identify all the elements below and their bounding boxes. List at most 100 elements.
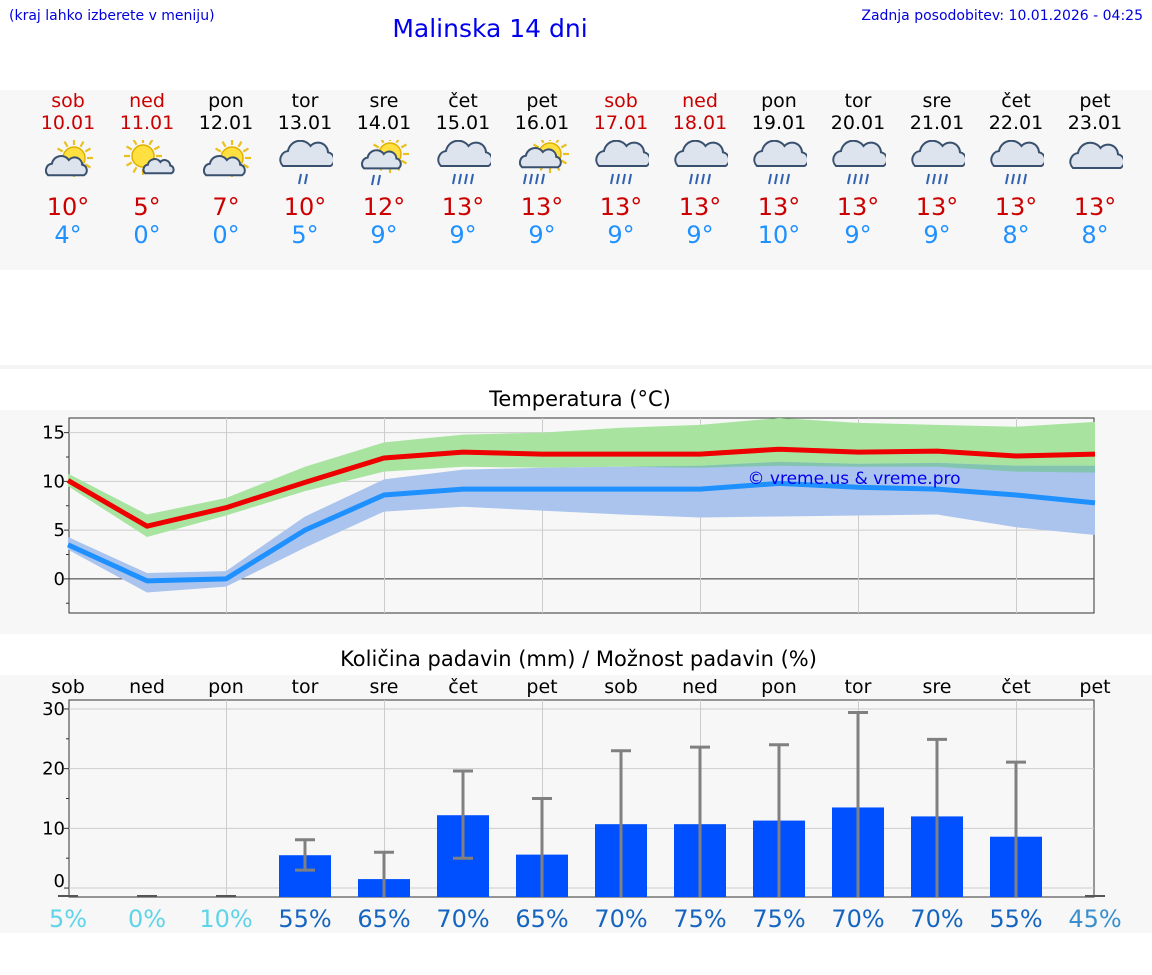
day-name: pon <box>208 90 244 112</box>
max-temperature: 7° <box>212 193 240 221</box>
cloud-icon <box>279 140 333 167</box>
day-column: ned 18.01 13° 9° <box>661 90 739 249</box>
min-temperature: 9° <box>923 221 951 249</box>
day-date: 12.01 <box>198 112 254 134</box>
day-name: sob <box>51 90 85 112</box>
day-name: tor <box>844 90 872 112</box>
max-temperature: 13° <box>520 193 564 221</box>
cloud-icon <box>203 155 246 177</box>
y-tick-label: 10 <box>42 818 65 839</box>
y-tick-label: 0 <box>54 569 65 590</box>
precipitation-probability: 70% <box>831 905 884 933</box>
cloud-icon <box>753 140 807 167</box>
tmin-range-band <box>68 461 1095 593</box>
rain-drops-icon <box>452 173 474 185</box>
max-temperature: 12° <box>362 193 406 221</box>
day-column: pon 19.01 13° 10° <box>740 90 818 249</box>
day-column: pon 12.01 7° 0° <box>187 90 265 249</box>
x-category-label: tor <box>292 676 319 698</box>
cloud-icon <box>911 140 965 167</box>
day-date: 16.01 <box>514 112 570 134</box>
daily-forecast-strip: sob 10.01 10° 4° ned 11.01 5° 0° pon 12.01 7° 0° tor… <box>0 90 1152 270</box>
day-name: čet <box>448 90 478 112</box>
day-column: čet 22.01 13° 8° <box>977 90 1055 249</box>
y-tick-label: 20 <box>42 759 65 780</box>
x-category-label: ned <box>129 676 165 698</box>
page-title: Malinska 14 dni <box>392 14 588 43</box>
sun-cloud-light-rain-icon <box>361 140 409 186</box>
tmax-series-line <box>66 446 1096 529</box>
day-name: čet <box>1001 90 1031 112</box>
rain-drops-icon <box>610 173 632 185</box>
last-updated: Zadnja posodobitev: 10.01.2026 - 04:25 <box>861 8 1143 24</box>
max-temperature: 13° <box>678 193 722 221</box>
min-temperature: 8° <box>1002 221 1030 249</box>
temperature-chart: 15 10 5 0 © vreme.us & vreme.pro <box>42 417 1096 614</box>
precipitation-probability: 45% <box>1068 905 1121 933</box>
day-name: tor <box>291 90 319 112</box>
precipitation-probability: 5% <box>49 905 87 933</box>
day-column: pet 16.01 13° 9° <box>503 90 581 249</box>
y-tick-label: 10 <box>42 471 65 492</box>
precipitation-probability: 70% <box>910 905 963 933</box>
day-column: pet 23.01 13° 8° <box>1056 90 1134 249</box>
min-temperature: 9° <box>607 221 635 249</box>
cloud-rain-icon <box>753 140 807 185</box>
day-date: 23.01 <box>1067 112 1123 134</box>
day-column: čet 15.01 13° 9° <box>424 90 502 249</box>
rain-drops-icon <box>1005 173 1027 185</box>
day-name: pon <box>761 90 797 112</box>
day-name: ned <box>129 90 165 112</box>
tmax-range-band <box>68 418 1095 537</box>
rain-drops-icon <box>371 174 381 186</box>
precipitation-probability: 55% <box>989 905 1042 933</box>
precipitation-probability: 70% <box>436 905 489 933</box>
y-tick-label: 30 <box>42 699 65 720</box>
y-tick-label: 5 <box>54 520 65 541</box>
max-temperature: 5° <box>133 193 161 221</box>
precipitation-chart-title: Količina padavin (mm) / Možnost padavin … <box>340 647 817 671</box>
watermark: © vreme.us & vreme.pro <box>747 469 960 489</box>
day-name: sob <box>604 90 638 112</box>
max-temperature: 13° <box>1073 193 1117 221</box>
cloud-icon <box>361 149 402 170</box>
cloud-rain-icon <box>437 140 491 185</box>
min-temperature: 10° <box>757 221 801 249</box>
y-tick-label: 0 <box>54 871 65 892</box>
min-temperature: 9° <box>370 221 398 249</box>
precipitation-chart: sob ned pon tor sre čet pet sob ned pon tor sre čet p… <box>42 676 1122 933</box>
divider <box>0 365 1152 369</box>
cloud-icon <box>990 140 1044 167</box>
day-column: ned 11.01 5° 0° <box>108 90 186 249</box>
max-temperature: 13° <box>836 193 880 221</box>
x-category-label: sob <box>604 676 638 698</box>
cloud-icon <box>832 140 886 167</box>
day-column: sob 17.01 13° 9° <box>582 90 660 249</box>
precipitation-probability: 55% <box>278 905 331 933</box>
cloud-rain-icon <box>674 140 728 185</box>
day-date: 18.01 <box>672 112 728 134</box>
min-temperature: 0° <box>212 221 240 249</box>
partly-cloudy-sun-icon <box>203 140 251 177</box>
min-temperature: 8° <box>1081 221 1109 249</box>
cloud-light-rain-icon <box>279 140 333 185</box>
day-date: 22.01 <box>988 112 1044 134</box>
location-hint[interactable]: (kraj lahko izberete v meniju) <box>9 8 215 24</box>
x-category-label: pet <box>526 676 557 698</box>
precipitation-probability: 65% <box>357 905 410 933</box>
rain-drops-icon <box>523 173 545 185</box>
precipitation-probability: 65% <box>515 905 568 933</box>
cloud-icon <box>595 140 649 167</box>
day-column: sob 10.01 10° 4° <box>29 90 107 249</box>
day-name: sre <box>922 90 952 112</box>
cloud-icon <box>437 140 491 167</box>
max-temperature: 13° <box>915 193 959 221</box>
min-temperature: 0° <box>133 221 161 249</box>
min-temperature: 9° <box>528 221 556 249</box>
day-name: ned <box>682 90 718 112</box>
day-name: pet <box>526 90 558 112</box>
sun-cloud-rain-icon <box>519 140 569 185</box>
temperature-chart-title: Temperatura (°C) <box>489 387 671 411</box>
day-date: 14.01 <box>356 112 412 134</box>
day-name: pet <box>1079 90 1111 112</box>
